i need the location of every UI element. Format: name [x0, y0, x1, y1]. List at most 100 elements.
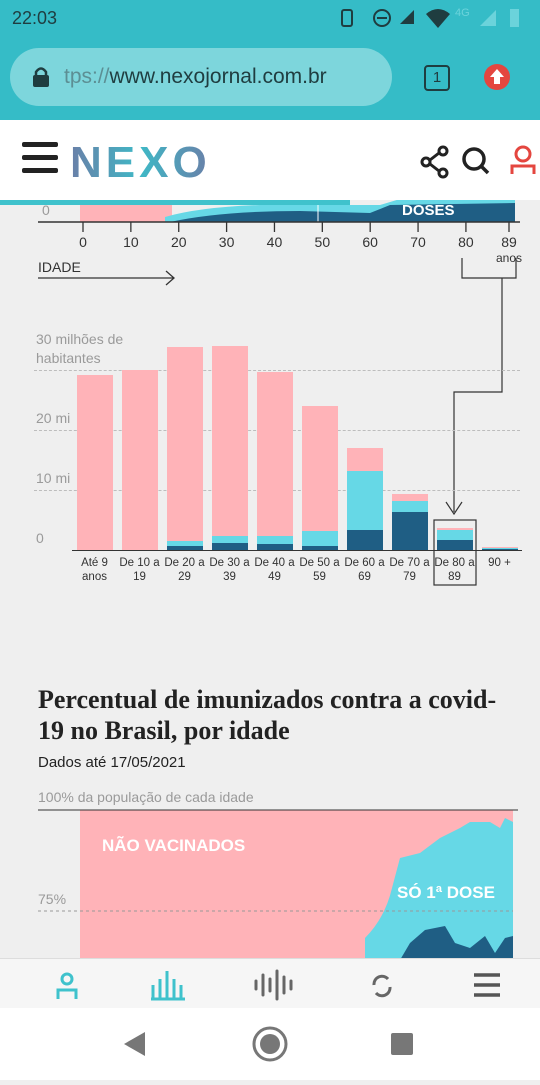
- bar-segment: [436, 539, 473, 550]
- x-arrow: [38, 270, 175, 286]
- network: 4G: [455, 7, 470, 19]
- x-tick-label: 0: [79, 234, 87, 250]
- time: 22:03: [12, 8, 58, 28]
- progress-bar: [0, 200, 350, 205]
- area-unvaccinated: [80, 200, 172, 222]
- nav-refresh[interactable]: [372, 974, 392, 998]
- bar-segment: [436, 527, 473, 530]
- x-tick-label: De 70 a 79: [389, 557, 430, 583]
- top-tick-label: 100% da população de cada idade: [38, 789, 254, 805]
- chart-subtitle: Dados até 17/05/2021: [38, 754, 186, 771]
- x-tick-label: 80: [458, 234, 474, 250]
- x-axis: [72, 550, 522, 551]
- status-icons: [341, 9, 519, 28]
- x-tick-label: 50: [315, 234, 331, 250]
- bar-segment: [301, 530, 338, 546]
- system-nav: [0, 1008, 540, 1080]
- tab-count[interactable]: 1: [424, 65, 450, 91]
- x-tick-label: De 80 a 89: [434, 557, 475, 583]
- connector: [433, 258, 517, 586]
- bar-segment: [256, 371, 293, 537]
- nav-charts[interactable]: [151, 971, 185, 1001]
- bar-segment: [481, 547, 518, 548]
- x-tick-label: De 50 a 59: [299, 557, 340, 583]
- tick-label: 75%: [38, 891, 67, 907]
- bar-segment: [301, 545, 338, 550]
- bar-segment: [391, 494, 428, 502]
- account-button[interactable]: [510, 145, 536, 174]
- update-button[interactable]: [483, 63, 511, 91]
- bar-segment: [256, 536, 293, 544]
- area-label: NÃO VACINADOS: [102, 836, 246, 855]
- url-scheme: tps://: [64, 65, 110, 88]
- x-tick-label: 30: [219, 234, 235, 250]
- x-tick-label: 10: [123, 234, 139, 250]
- x-tick-label: De 20 a 29: [164, 557, 205, 583]
- bar-segment: [211, 535, 248, 543]
- x-tick-label: 70: [410, 234, 426, 250]
- y-tick-label: 20 mi: [36, 410, 71, 426]
- highlight-box: [433, 519, 477, 586]
- y-label: 0: [42, 202, 50, 218]
- url: tps://www.nexojornal.com.br: [64, 65, 327, 89]
- x-tick-label: 90 +: [488, 557, 511, 569]
- menu-button[interactable]: [22, 142, 58, 173]
- x-tick-label: De 30 a 39: [209, 557, 250, 583]
- x-tick-label: 40: [267, 234, 283, 250]
- bar-segment: [211, 542, 248, 550]
- bar-segment: [211, 346, 248, 536]
- bar-segment: [346, 448, 383, 472]
- search-button[interactable]: [462, 147, 490, 175]
- connector-arrow: [445, 258, 517, 516]
- series-label: DOSES: [402, 202, 455, 219]
- nav-menu[interactable]: [474, 973, 500, 997]
- share-button[interactable]: [420, 145, 449, 179]
- bar-segment: [481, 547, 518, 549]
- bar-segment: [301, 406, 338, 531]
- nav-profile[interactable]: [56, 972, 78, 999]
- bar-segment: [391, 512, 428, 550]
- y-tick-label: 0: [36, 530, 44, 546]
- y-tick-label: 10 mi: [36, 470, 71, 486]
- bar-segment: [346, 471, 383, 531]
- url-bar[interactable]: tps://www.nexojornal.com.br: [10, 48, 392, 106]
- site-header: NEXO: [0, 120, 540, 205]
- lock-icon: [33, 67, 49, 87]
- area-first-dose: [365, 818, 513, 960]
- nav-icons: [56, 969, 500, 1001]
- area-two-doses: [400, 926, 513, 960]
- bar-segment: [166, 347, 203, 541]
- x-tick-label: Até 9 anos: [81, 557, 108, 583]
- area-label: SÓ 1ª DOSE: [397, 883, 495, 902]
- bar-segment: [166, 545, 203, 550]
- home-button[interactable]: [252, 1026, 288, 1062]
- nav-audio[interactable]: [254, 969, 293, 1001]
- recents-button[interactable]: [391, 1033, 413, 1055]
- x-tick-label: De 60 a 69: [344, 557, 385, 583]
- area-two-doses: [170, 203, 515, 222]
- logo[interactable]: NEXO: [70, 138, 211, 187]
- header-icons: NEXO: [22, 138, 536, 187]
- bar-segment: [346, 530, 383, 550]
- chart-title: Percentual de imunizados contra a covid-…: [38, 685, 497, 745]
- x-tick-label: 20: [171, 234, 187, 250]
- bar-segment: [166, 541, 203, 546]
- bottom-nav: [0, 958, 540, 1009]
- x-tick-label: 60: [362, 234, 378, 250]
- y-tick-label: 30 milhões de habitantes: [36, 331, 124, 366]
- back-button[interactable]: [124, 1032, 145, 1056]
- area-chart: [38, 809, 518, 960]
- grid-line: [34, 370, 520, 371]
- browser-chrome: 22:03 4G tps://www.nexojornal.com.br 1: [0, 0, 540, 120]
- system-buttons: [124, 1026, 413, 1062]
- bar-segment: [256, 544, 293, 550]
- bar-segment: [121, 370, 158, 550]
- x-tick-label: De 10 a 19: [119, 557, 160, 583]
- url-host: www.nexojornal.com.br: [109, 65, 327, 88]
- bar-segment: [391, 501, 428, 513]
- bar-segment: [436, 529, 473, 540]
- bar-segment: [76, 374, 113, 550]
- bar-segment: [481, 548, 518, 550]
- x-tick-label: De 40 a 49: [254, 557, 295, 583]
